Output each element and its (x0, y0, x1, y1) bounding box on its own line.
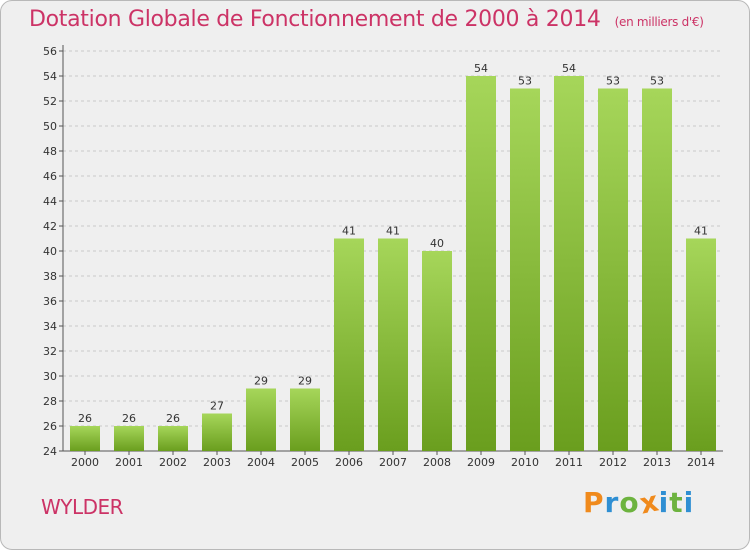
bar-2002 (158, 426, 188, 451)
bar-2006 (334, 238, 364, 451)
y-tick-label: 42 (43, 220, 57, 233)
data-label-2011: 54 (562, 62, 576, 75)
logo-letter: o (619, 486, 640, 519)
chart-title-text: Dotation Globale de Fonctionnement de 20… (29, 7, 601, 32)
bar-2000 (70, 426, 100, 451)
x-tick-label: 2001 (115, 456, 143, 469)
chart-title: Dotation Globale de Fonctionnement de 20… (29, 7, 704, 32)
y-tick-label: 34 (43, 320, 57, 333)
x-tick-label: 2003 (203, 456, 231, 469)
bars (70, 76, 716, 451)
x-tick-label: 2007 (379, 456, 407, 469)
labels: 24 26 28 30 32 34 36 38 40 42 44 46 48 50 52 54 56 2000 26… (43, 45, 715, 469)
bar-2009 (466, 76, 496, 451)
x-tick-label: 2010 (511, 456, 539, 469)
y-tick-label: 32 (43, 345, 57, 358)
data-label-2013: 53 (650, 75, 664, 88)
y-tick-label: 40 (43, 245, 57, 258)
bar-2014 (686, 238, 716, 451)
bar-2003 (202, 413, 232, 451)
y-tick-label: 38 (43, 270, 57, 283)
y-tick-label: 56 (43, 45, 57, 58)
y-tick-label: 50 (43, 120, 57, 133)
y-tick-label: 54 (43, 70, 57, 83)
x-tick-label: 2009 (467, 456, 495, 469)
bar-2010 (510, 88, 540, 451)
x-tick-label: 2014 (687, 456, 715, 469)
bar-2011 (554, 76, 584, 451)
x-tick-label: 2004 (247, 456, 275, 469)
data-label-2004: 29 (254, 375, 268, 388)
logo-letter: i (683, 486, 695, 519)
bar-2005 (290, 388, 320, 451)
x-tick-label: 2006 (335, 456, 363, 469)
data-label-2008: 40 (430, 237, 444, 250)
bar-2013 (642, 88, 672, 451)
data-label-2000: 26 (78, 412, 92, 425)
data-label-2002: 26 (166, 412, 180, 425)
y-tick-label: 28 (43, 395, 57, 408)
y-tick-label: 36 (43, 295, 57, 308)
data-label-2003: 27 (210, 400, 224, 413)
y-tick-label: 24 (43, 445, 57, 458)
y-tick-label: 52 (43, 95, 57, 108)
bar-2001 (114, 426, 144, 451)
x-tick-label: 2005 (291, 456, 319, 469)
data-label-2014: 41 (694, 225, 708, 238)
x-tick-label: 2013 (643, 456, 671, 469)
logo-letter: r (604, 486, 620, 519)
town-name: WYLDER (41, 495, 124, 519)
logo-letter: t (669, 486, 684, 519)
proxiti-logo: Proxiti (583, 484, 695, 520)
bar-2012 (598, 88, 628, 451)
logo-letter: P (583, 486, 605, 519)
bar-2007 (378, 238, 408, 451)
y-tick-label: 26 (43, 420, 57, 433)
logo-letter: i (658, 486, 670, 519)
x-tick-label: 2002 (159, 456, 187, 469)
data-label-2007: 41 (386, 225, 400, 238)
bar-2008 (422, 251, 452, 451)
data-label-2001: 26 (122, 412, 136, 425)
x-tick-label: 2008 (423, 456, 451, 469)
y-tick-label: 30 (43, 370, 57, 383)
y-tick-label: 48 (43, 145, 57, 158)
data-label-2006: 41 (342, 225, 356, 238)
x-tick-label: 2012 (599, 456, 627, 469)
data-label-2009: 54 (474, 62, 488, 75)
y-tick-label: 46 (43, 170, 57, 183)
data-label-2012: 53 (606, 75, 620, 88)
x-tick-label: 2011 (555, 456, 583, 469)
data-label-2010: 53 (518, 75, 532, 88)
unit-note: (en milliers d'€) (614, 15, 704, 29)
data-label-2005: 29 (298, 375, 312, 388)
y-tick-label: 44 (43, 195, 57, 208)
bar-2004 (246, 388, 276, 451)
x-tick-label: 2000 (71, 456, 99, 469)
